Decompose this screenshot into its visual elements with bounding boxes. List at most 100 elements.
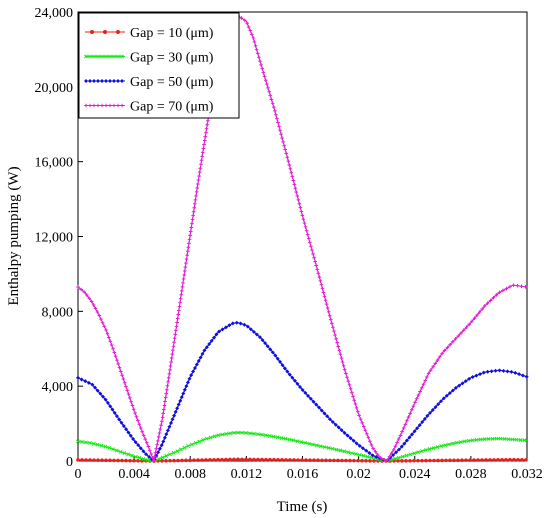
data-point xyxy=(182,387,187,392)
legend-label: Gap = 70 (μm) xyxy=(130,100,214,115)
data-point xyxy=(420,386,424,390)
data-point xyxy=(92,458,96,462)
data-point xyxy=(508,457,512,462)
data-point xyxy=(301,217,306,222)
data-point xyxy=(336,458,340,463)
legend-marker xyxy=(104,54,108,59)
data-point xyxy=(80,439,84,444)
data-point xyxy=(416,458,420,463)
data-point xyxy=(327,417,332,422)
data-point xyxy=(345,375,349,380)
data-point xyxy=(212,434,217,439)
data-point xyxy=(205,122,210,127)
data-point xyxy=(389,451,394,456)
data-point xyxy=(189,225,194,230)
legend-marker xyxy=(84,79,88,83)
data-point xyxy=(360,458,364,463)
data-point xyxy=(296,198,301,202)
data-point xyxy=(242,18,247,23)
data-point xyxy=(489,369,494,374)
data-point xyxy=(391,452,396,457)
data-point xyxy=(152,458,156,463)
y-tick-label: 16,000 xyxy=(35,156,74,171)
data-point xyxy=(146,444,151,449)
data-point xyxy=(111,447,115,452)
data-point xyxy=(456,458,460,463)
data-point xyxy=(174,324,179,329)
data-point xyxy=(416,450,420,455)
data-point xyxy=(344,371,348,376)
series-0 xyxy=(76,457,528,463)
data-point xyxy=(323,298,328,303)
data-point xyxy=(506,437,511,442)
data-point xyxy=(124,384,128,389)
data-point xyxy=(193,198,198,202)
legend-marker xyxy=(92,79,96,83)
data-point xyxy=(91,303,96,307)
legend-label: Gap = 50 (μm) xyxy=(130,75,214,90)
data-point xyxy=(309,244,313,249)
data-point xyxy=(173,409,178,414)
data-point xyxy=(178,398,183,403)
data-point xyxy=(105,400,110,405)
data-point xyxy=(315,267,320,272)
data-point xyxy=(79,287,83,292)
data-point xyxy=(294,190,299,194)
data-point xyxy=(392,456,397,461)
data-point xyxy=(230,321,235,326)
data-point xyxy=(252,40,257,44)
data-point xyxy=(196,178,201,182)
data-point xyxy=(171,450,176,455)
data-point xyxy=(176,312,181,317)
y-axis-title: Enthalpy pumping (W) xyxy=(6,166,22,305)
data-point xyxy=(117,417,122,422)
data-point xyxy=(322,294,327,299)
legend-item: Gap = 70 (μm) xyxy=(84,100,214,115)
data-point xyxy=(332,458,336,463)
data-point xyxy=(339,428,344,433)
data-point xyxy=(470,438,475,443)
legend-marker xyxy=(104,103,108,108)
data-point xyxy=(100,394,105,399)
data-point xyxy=(227,323,232,328)
data-point xyxy=(196,358,201,363)
data-point xyxy=(519,284,524,289)
legend-label: Gap = 30 (μm) xyxy=(130,51,214,66)
data-point xyxy=(262,74,267,79)
data-point xyxy=(342,430,347,435)
data-point xyxy=(115,358,119,362)
data-point xyxy=(169,356,174,360)
data-point xyxy=(245,21,249,26)
data-point xyxy=(433,361,438,366)
data-point xyxy=(181,391,186,396)
data-point xyxy=(93,385,98,390)
data-point xyxy=(382,457,387,462)
data-point xyxy=(107,335,111,340)
data-point xyxy=(312,458,316,462)
data-point xyxy=(204,436,209,441)
data-point xyxy=(184,384,189,389)
data-point xyxy=(305,232,310,237)
data-point xyxy=(306,236,311,241)
data-point xyxy=(422,416,427,421)
data-point xyxy=(162,435,167,440)
y-tick-label: 12,000 xyxy=(35,231,74,246)
data-point xyxy=(216,433,221,438)
data-point xyxy=(367,450,372,455)
data-point xyxy=(136,443,141,448)
data-point xyxy=(136,458,140,463)
data-point xyxy=(482,304,487,308)
data-point xyxy=(405,418,409,423)
data-point xyxy=(406,415,411,419)
legend-marker xyxy=(92,103,96,108)
data-point xyxy=(239,16,244,20)
data-point xyxy=(175,406,180,411)
data-point xyxy=(448,458,452,463)
data-point xyxy=(103,397,108,402)
data-point xyxy=(303,440,308,445)
data-point xyxy=(248,457,252,462)
data-point xyxy=(171,348,175,352)
data-point xyxy=(220,457,224,462)
data-point xyxy=(414,396,419,401)
data-point xyxy=(428,410,433,415)
